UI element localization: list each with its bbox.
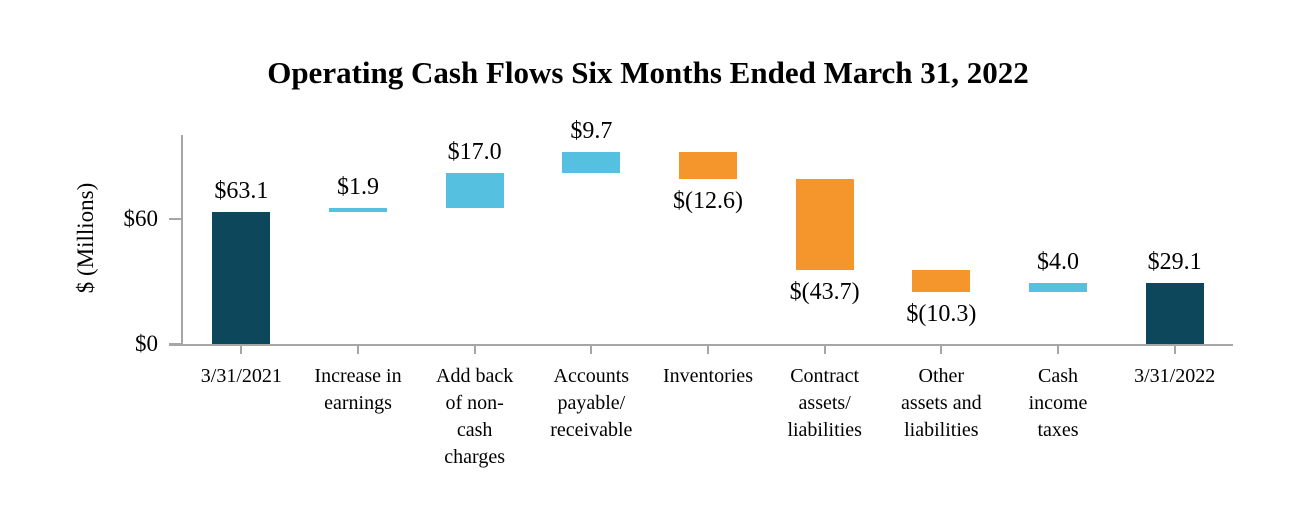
bar-value-label: $9.7 [570,118,613,145]
x-axis-label-line: taxes [1037,419,1079,441]
x-axis-label-line: payable/ [557,392,626,414]
x-axis-label-line: liabilities [904,419,979,441]
y-tick-mark [169,343,182,345]
x-axis-label-line: Other [918,365,965,387]
x-axis-line [169,344,1233,346]
x-tick-mark [823,346,826,354]
y-axis-title: $ (Millions) [73,182,98,294]
chart-title: Operating Cash Flows Six Months Ended Ma… [267,55,1029,90]
x-axis-label-line: receivable [550,419,633,441]
x-axis-label: Inventories [641,363,775,390]
x-axis-label-line: cash [456,419,493,441]
bar-value-label: $63.1 [214,178,269,205]
x-tick-mark [1057,346,1059,354]
waterfall-bar [562,152,621,173]
waterfall-bar [912,270,971,292]
x-axis-label-line: earnings [324,392,392,414]
x-tick-mark [1173,346,1176,354]
x-tick-mark [590,346,593,354]
x-axis-label-line: 3/31/2022 [1134,365,1216,387]
x-tick-mark [240,346,243,354]
x-axis-label: Increase in earnings [291,363,425,417]
x-axis-label-line: liabilities [787,419,862,441]
x-axis-label-line: charges [444,446,506,468]
y-tick-label: $0 [135,331,158,356]
x-tick-mark [940,346,943,354]
waterfall-bar [679,152,737,179]
y-tick-label: $60 [123,205,159,231]
x-axis-label-line: Cash [1038,365,1078,387]
x-tick-mark [357,346,359,354]
bar-value-label: $1.9 [337,174,379,201]
x-axis-label: Contract assets/liabilities [758,363,892,444]
x-axis-label-line: Contract [790,365,860,387]
x-axis-label: Cash income taxes [991,363,1125,444]
x-axis-label-line: Add back [436,365,514,387]
bar-value-label: $29.1 [1147,249,1202,276]
y-axis-line [181,135,183,346]
bar-value-label: $(12.6) [673,187,743,214]
x-axis-label-line: 3/31/2021 [200,365,282,387]
waterfall-bar [1145,283,1204,344]
x-axis-label-line: of non- [445,392,504,414]
x-axis-label-line: Increase in [314,365,402,387]
x-axis-label: Other assets and liabilities [874,363,1008,444]
x-tick-mark [707,346,709,354]
x-axis-label-line: income [1028,392,1088,414]
waterfall-bar [445,172,504,209]
bar-value-label: $(43.7) [789,279,860,305]
x-axis-label-line: assets/ [798,392,851,414]
x-axis-label-line: Accounts [553,365,630,387]
bar-value-label: $17.0 [447,138,502,165]
bar-value-label: $(10.3) [906,300,977,327]
x-tick-mark [473,346,476,354]
waterfall-bar [795,178,854,270]
bar-value-label: $4.0 [1037,249,1079,276]
waterfall-bar [329,208,387,213]
x-axis-label-line: assets and [901,392,982,414]
x-axis-label: Add back of non-cash charges [408,363,542,471]
waterfall-bar [212,212,271,344]
x-axis-label: 3/31/2021 [174,363,308,390]
waterfall-bar [1029,283,1087,292]
x-axis-label: 3/31/2022 [1108,363,1242,390]
y-tick-mark [169,217,182,220]
x-axis-label-line: Inventories [663,365,753,387]
x-axis-label: Accounts payable/receivable [524,363,658,444]
